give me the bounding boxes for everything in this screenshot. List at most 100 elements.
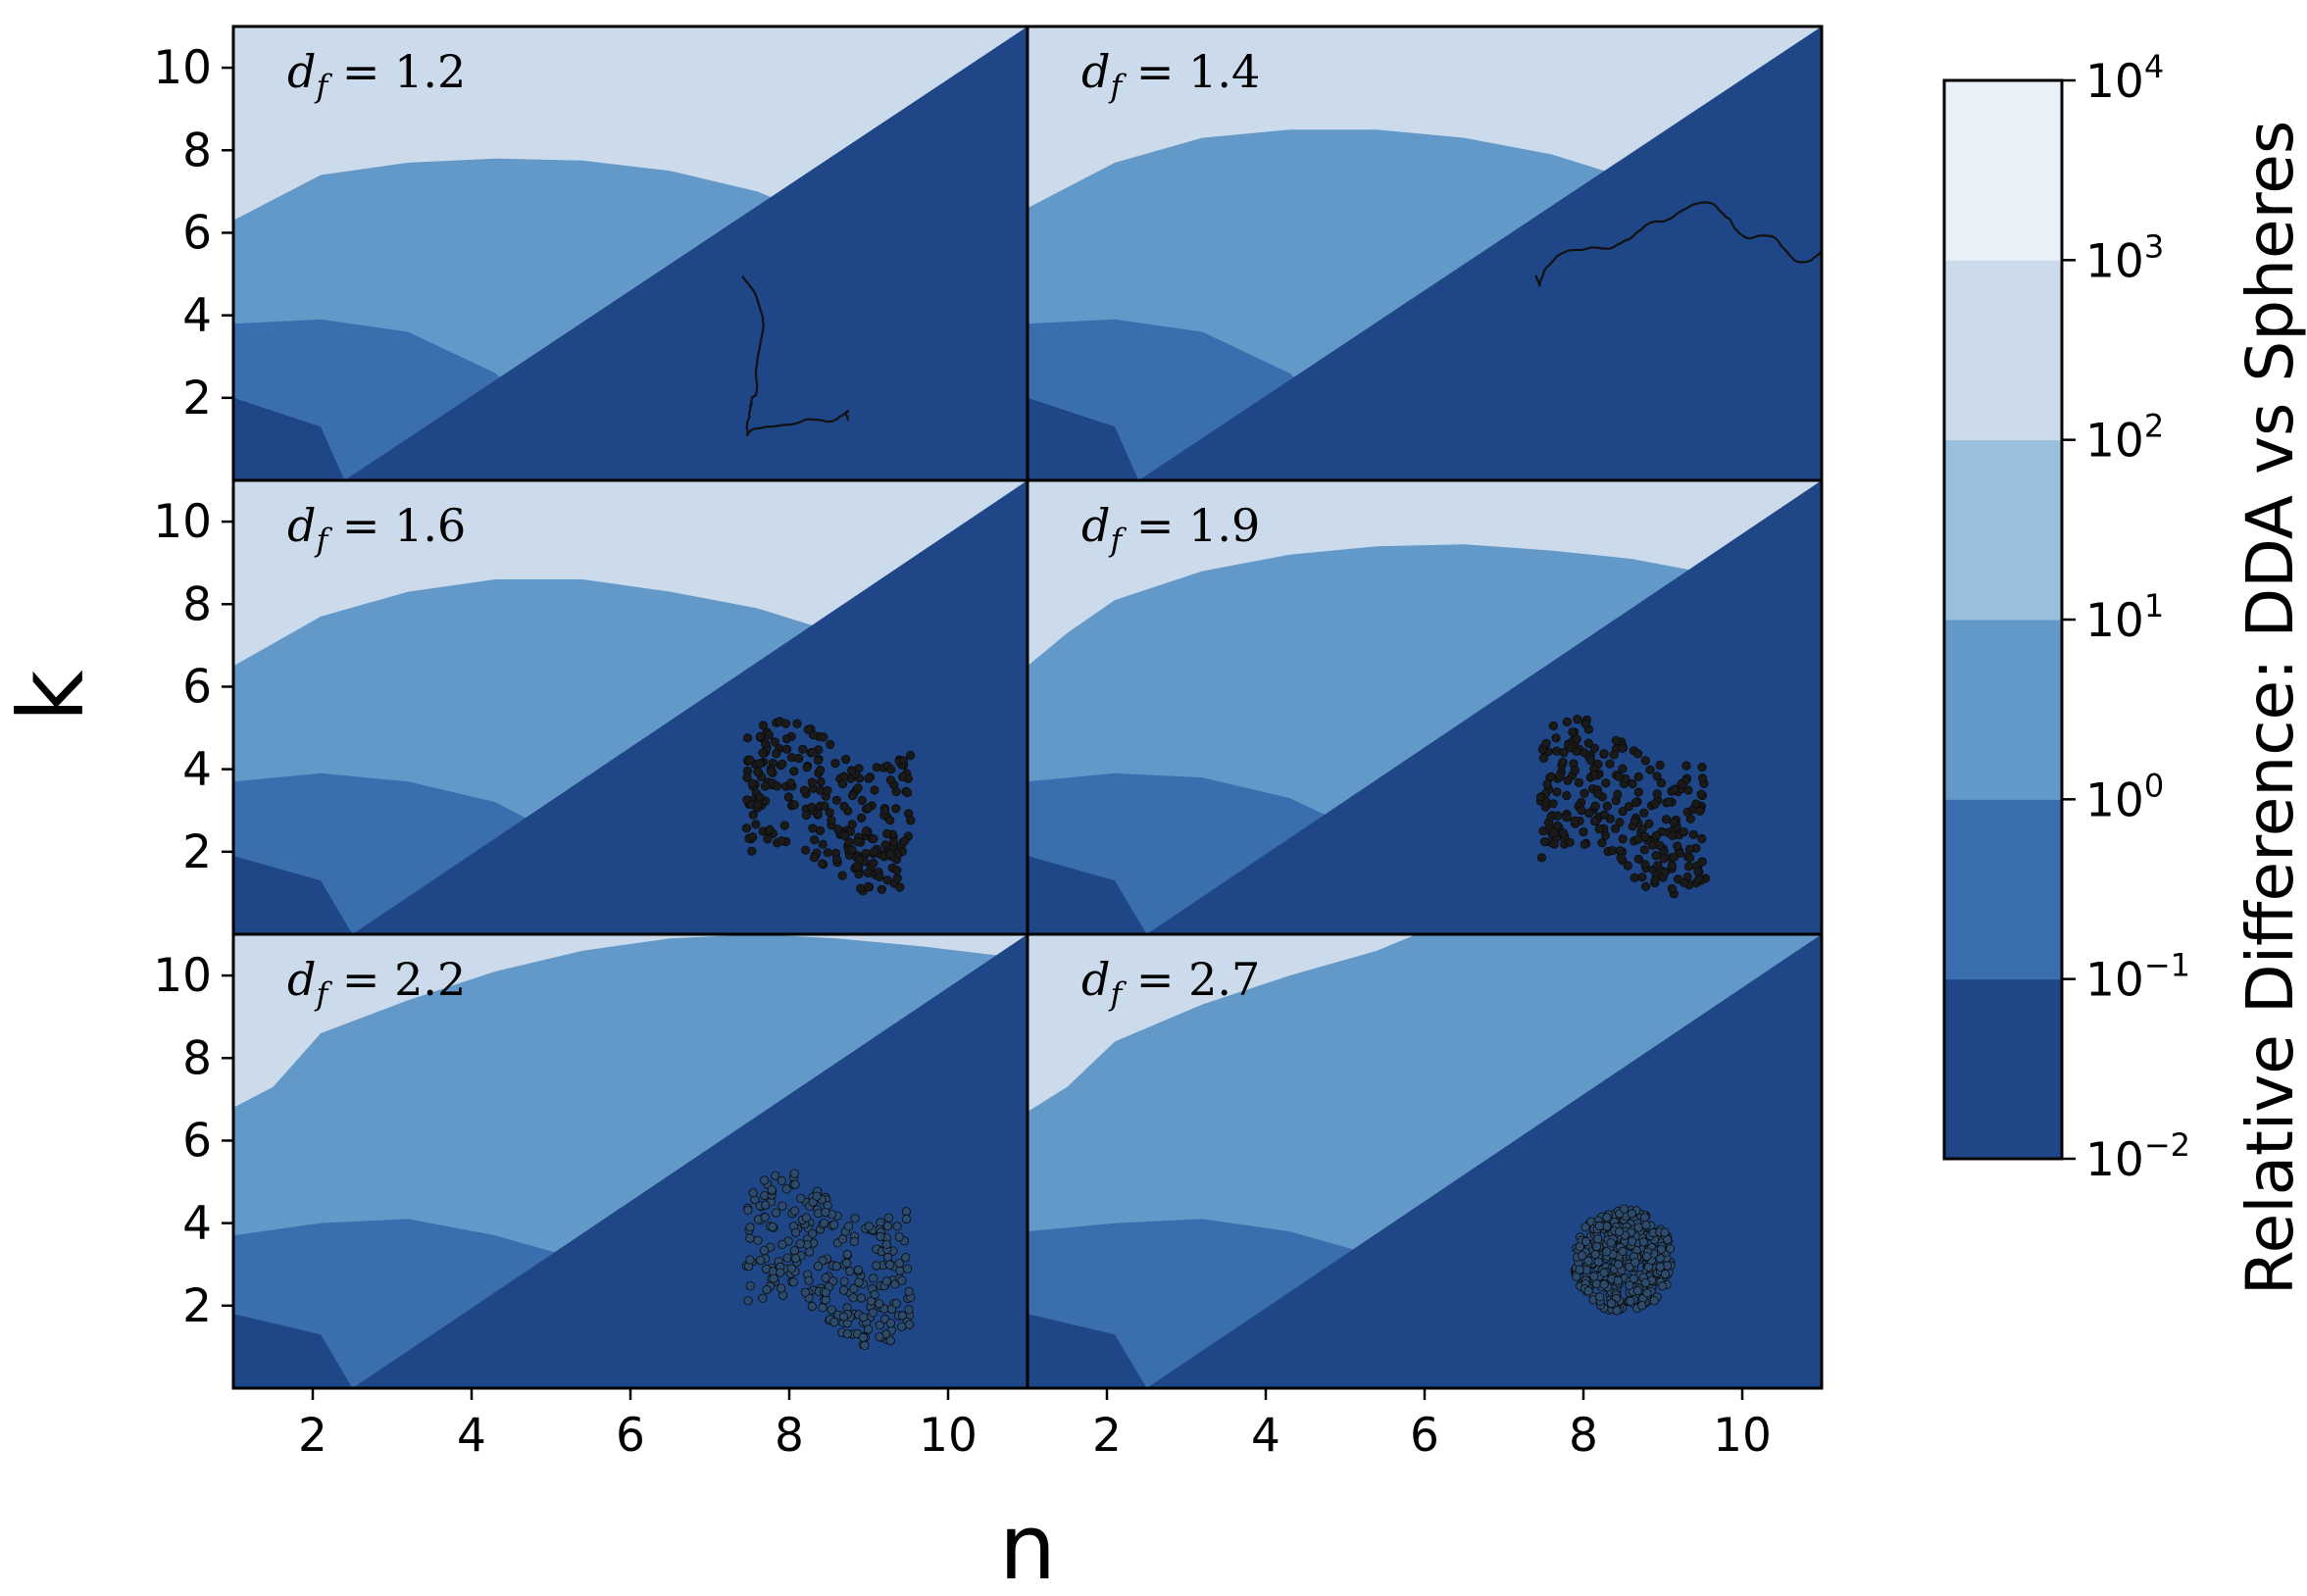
x-tick-label: 10 xyxy=(1713,1409,1772,1463)
aggregate-monomer xyxy=(845,1267,855,1276)
aggregate-monomer xyxy=(766,767,777,776)
aggregate-monomer xyxy=(1670,785,1680,795)
panel-label: df = 2.7 xyxy=(1081,953,1260,1013)
aggregate-monomer xyxy=(807,802,817,812)
x-tick-label: 8 xyxy=(1569,1409,1598,1463)
panel-label: df = 1.2 xyxy=(287,45,466,105)
aggregate-monomer xyxy=(748,832,758,842)
aggregate-monomer xyxy=(1583,1256,1593,1266)
aggregate-monomer xyxy=(857,795,867,806)
aggregate-monomer xyxy=(743,1205,753,1215)
aggregate-monomer xyxy=(1684,853,1695,863)
aggregate-monomer xyxy=(1574,777,1584,787)
aggregate-monomer xyxy=(777,836,786,846)
aggregate-monomer xyxy=(849,1283,859,1294)
aggregate-monomer xyxy=(872,1261,881,1271)
aggregate-monomer xyxy=(1609,750,1619,760)
aggregate-monomer xyxy=(1615,1226,1625,1237)
aggregate-monomer xyxy=(826,739,835,750)
aggregate-monomer xyxy=(789,800,800,810)
y-tick-label: 10 xyxy=(153,949,212,1003)
aggregate-monomer xyxy=(895,882,905,892)
colorbar-segment xyxy=(1944,620,2062,800)
aggregate-monomer xyxy=(901,1214,912,1224)
aggregate-monomer xyxy=(745,1233,755,1243)
colorbar-segment xyxy=(1944,799,2062,980)
aggregate-monomer xyxy=(1650,799,1660,809)
x-tick-label: 4 xyxy=(1251,1409,1280,1463)
aggregate-monomer xyxy=(819,1219,829,1228)
aggregate-monomer xyxy=(771,1208,781,1218)
aggregate-monomer xyxy=(839,830,850,841)
aggregate-monomer xyxy=(1606,1238,1616,1248)
aggregate-monomer xyxy=(1577,805,1586,816)
aggregate-monomer xyxy=(758,721,769,730)
aggregate-monomer xyxy=(756,1256,766,1266)
aggregate-monomer xyxy=(1661,815,1672,824)
aggregate-monomer xyxy=(861,848,871,859)
aggregate-monomer xyxy=(808,1228,818,1238)
aggregate-monomer xyxy=(870,785,879,795)
aggregate-monomer xyxy=(747,846,757,856)
aggregate-monomer xyxy=(760,1175,770,1185)
aggregate-monomer xyxy=(1640,756,1650,766)
aggregate-monomer xyxy=(1589,743,1599,753)
aggregate-monomer xyxy=(1546,812,1556,822)
aggregate-monomer xyxy=(768,1222,777,1232)
aggregate-monomer xyxy=(1679,826,1689,837)
aggregate-monomer xyxy=(777,759,787,770)
aggregate-monomer xyxy=(1615,818,1625,827)
aggregate-monomer xyxy=(1623,861,1632,871)
aggregate-monomer xyxy=(1683,785,1693,795)
aggregate-monomer xyxy=(1605,759,1615,769)
aggregate-monomer xyxy=(743,1296,753,1306)
aggregate-monomer xyxy=(1565,837,1575,847)
aggregate-monomer xyxy=(1555,772,1565,781)
aggregate-monomer xyxy=(1656,778,1667,788)
aggregate-monomer xyxy=(854,1277,864,1287)
aggregate-monomer xyxy=(831,855,842,865)
aggregate-monomer xyxy=(875,1332,884,1342)
aggregate-inset xyxy=(1534,201,1822,287)
aggregate-monomer xyxy=(781,733,792,744)
aggregate-monomer xyxy=(755,759,765,769)
contour-band-level-1 xyxy=(1028,26,1822,480)
aggregate-monomer xyxy=(1667,861,1678,871)
aggregate-monomer xyxy=(900,836,910,846)
aggregate-monomer xyxy=(821,1288,830,1298)
colorbar-tick-label: 10−1 xyxy=(2085,947,2190,1008)
aggregate-monomer xyxy=(1651,830,1661,841)
aggregate-monomer xyxy=(776,1268,785,1277)
aggregate-monomer xyxy=(1665,1244,1676,1254)
y-tick-label: 6 xyxy=(182,660,212,714)
aggregate-monomer xyxy=(1640,1278,1651,1288)
aggregate-monomer xyxy=(853,836,863,847)
aggregate-monomer xyxy=(1618,834,1628,844)
aggregate-monomer xyxy=(1599,1268,1609,1277)
aggregate-monomer xyxy=(789,1206,800,1216)
aggregate-monomer xyxy=(1546,772,1556,781)
aggregate-monomer xyxy=(891,1299,901,1309)
aggregate-monomer xyxy=(1597,838,1607,848)
colorbar-tick-label: 100 xyxy=(2085,767,2164,827)
aggregate-monomer xyxy=(1638,1237,1649,1247)
aggregate-monomer xyxy=(1602,1213,1612,1222)
aggregate-monomer xyxy=(771,1171,780,1180)
aggregate-monomer xyxy=(789,1169,799,1178)
aggregate-monomer xyxy=(1599,810,1610,820)
panel-1: df = 1.2 xyxy=(231,25,1029,482)
aggregate-monomer xyxy=(1668,830,1678,841)
aggregate-monomer xyxy=(800,1287,810,1297)
colorbar-tick-label: 101 xyxy=(2085,587,2164,648)
aggregate-monomer xyxy=(819,732,828,742)
aggregate-monomer xyxy=(841,1258,852,1269)
aggregate-monomer xyxy=(1652,789,1662,799)
aggregate-monomer xyxy=(1594,823,1604,834)
aggregate-monomer xyxy=(783,792,793,802)
y-tick-label: 4 xyxy=(182,743,212,797)
aggregate-monomer xyxy=(897,772,908,782)
y-tick-label: 4 xyxy=(182,1197,212,1251)
aggregate-monomer xyxy=(779,821,789,830)
aggregate-monomer xyxy=(777,1201,787,1211)
